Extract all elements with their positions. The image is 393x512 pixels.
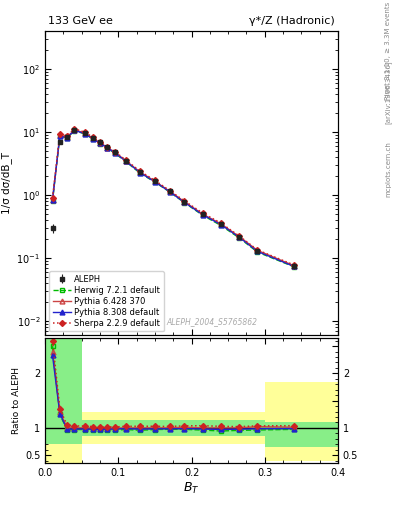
Sherpa 2.2.9 default (98, 139, 103, 145)
Pythia 6.428 370 (50, 197, 55, 203)
Pythia 8.308 default (167, 188, 172, 195)
Legend: ALEPH, Herwig 7.2.1 default, Pythia 6.428 370, Pythia 8.308 default, Sherpa 2.2.: ALEPH, Herwig 7.2.1 default, Pythia 6.42… (50, 271, 163, 331)
Pythia 6.428 370 (112, 149, 117, 155)
Herwig 7.2.1 default (219, 222, 223, 228)
Text: mcplots.cern.ch: mcplots.cern.ch (385, 141, 391, 197)
Herwig 7.2.1 default (237, 235, 242, 241)
Text: 133 GeV ee: 133 GeV ee (48, 16, 113, 26)
Sherpa 2.2.9 default (112, 148, 117, 155)
Herwig 7.2.1 default (57, 133, 62, 139)
Line: Pythia 6.428 370: Pythia 6.428 370 (50, 127, 296, 268)
Sherpa 2.2.9 default (65, 133, 70, 139)
Herwig 7.2.1 default (90, 136, 95, 142)
Pythia 6.428 370 (105, 144, 110, 151)
Herwig 7.2.1 default (50, 198, 55, 204)
Herwig 7.2.1 default (72, 127, 77, 134)
Sherpa 2.2.9 default (182, 198, 187, 204)
Sherpa 2.2.9 default (219, 220, 223, 226)
Herwig 7.2.1 default (182, 200, 187, 206)
Herwig 7.2.1 default (292, 264, 296, 270)
Pythia 6.428 370 (152, 178, 157, 184)
Pythia 8.308 default (255, 248, 260, 254)
Line: Sherpa 2.2.9 default: Sherpa 2.2.9 default (50, 126, 296, 267)
Pythia 8.308 default (138, 170, 143, 176)
Line: Pythia 8.308 default: Pythia 8.308 default (50, 128, 296, 269)
Sherpa 2.2.9 default (90, 134, 95, 140)
Pythia 8.308 default (182, 199, 187, 205)
Herwig 7.2.1 default (112, 150, 117, 156)
X-axis label: $B_T$: $B_T$ (184, 481, 200, 496)
Sherpa 2.2.9 default (255, 247, 260, 253)
Sherpa 2.2.9 default (292, 262, 296, 268)
Sherpa 2.2.9 default (105, 144, 110, 150)
Pythia 6.428 370 (83, 130, 88, 136)
Pythia 8.308 default (152, 179, 157, 185)
Pythia 8.308 default (65, 135, 70, 141)
Pythia 8.308 default (57, 133, 62, 139)
Pythia 8.308 default (123, 158, 128, 164)
Herwig 7.2.1 default (65, 135, 70, 141)
Line: Herwig 7.2.1 default: Herwig 7.2.1 default (50, 128, 296, 269)
Herwig 7.2.1 default (255, 249, 260, 255)
Sherpa 2.2.9 default (72, 126, 77, 132)
Pythia 8.308 default (90, 136, 95, 142)
Sherpa 2.2.9 default (83, 130, 88, 136)
Pythia 6.428 370 (255, 247, 260, 253)
Pythia 6.428 370 (98, 140, 103, 146)
Sherpa 2.2.9 default (123, 157, 128, 163)
Pythia 6.428 370 (219, 221, 223, 227)
Sherpa 2.2.9 default (152, 178, 157, 184)
Pythia 8.308 default (200, 211, 205, 218)
Herwig 7.2.1 default (98, 141, 103, 147)
Pythia 8.308 default (50, 197, 55, 203)
Pythia 8.308 default (72, 127, 77, 133)
Sherpa 2.2.9 default (200, 210, 205, 216)
Herwig 7.2.1 default (152, 179, 157, 185)
Text: [arXiv:1306.3436]: [arXiv:1306.3436] (384, 60, 391, 124)
Pythia 6.428 370 (292, 263, 296, 269)
Sherpa 2.2.9 default (50, 195, 55, 201)
Pythia 8.308 default (112, 150, 117, 156)
Pythia 6.428 370 (123, 158, 128, 164)
Pythia 8.308 default (219, 222, 223, 228)
Text: γ*/Z (Hadronic): γ*/Z (Hadronic) (249, 16, 335, 26)
Pythia 6.428 370 (72, 126, 77, 133)
Pythia 6.428 370 (200, 211, 205, 217)
Sherpa 2.2.9 default (57, 131, 62, 137)
Herwig 7.2.1 default (105, 145, 110, 152)
Sherpa 2.2.9 default (167, 187, 172, 194)
Pythia 8.308 default (98, 140, 103, 146)
Y-axis label: Ratio to ALEPH: Ratio to ALEPH (12, 367, 21, 434)
Pythia 6.428 370 (167, 188, 172, 194)
Pythia 8.308 default (292, 263, 296, 269)
Text: ALEPH_2004_S5765862: ALEPH_2004_S5765862 (167, 317, 257, 326)
Pythia 6.428 370 (237, 233, 242, 240)
Sherpa 2.2.9 default (138, 168, 143, 175)
Y-axis label: 1/σ dσ/dB_T: 1/σ dσ/dB_T (2, 152, 12, 214)
Pythia 6.428 370 (138, 169, 143, 175)
Pythia 8.308 default (83, 131, 88, 137)
Herwig 7.2.1 default (123, 158, 128, 164)
Herwig 7.2.1 default (167, 189, 172, 195)
Pythia 6.428 370 (57, 132, 62, 138)
Herwig 7.2.1 default (200, 212, 205, 218)
Herwig 7.2.1 default (138, 170, 143, 177)
Pythia 8.308 default (237, 234, 242, 240)
Pythia 8.308 default (105, 145, 110, 151)
Herwig 7.2.1 default (83, 131, 88, 137)
Pythia 6.428 370 (65, 134, 70, 140)
Pythia 6.428 370 (182, 199, 187, 205)
Text: Rivet 3.1.10, ≥ 3.3M events: Rivet 3.1.10, ≥ 3.3M events (385, 2, 391, 100)
Sherpa 2.2.9 default (237, 233, 242, 239)
Pythia 6.428 370 (90, 135, 95, 141)
